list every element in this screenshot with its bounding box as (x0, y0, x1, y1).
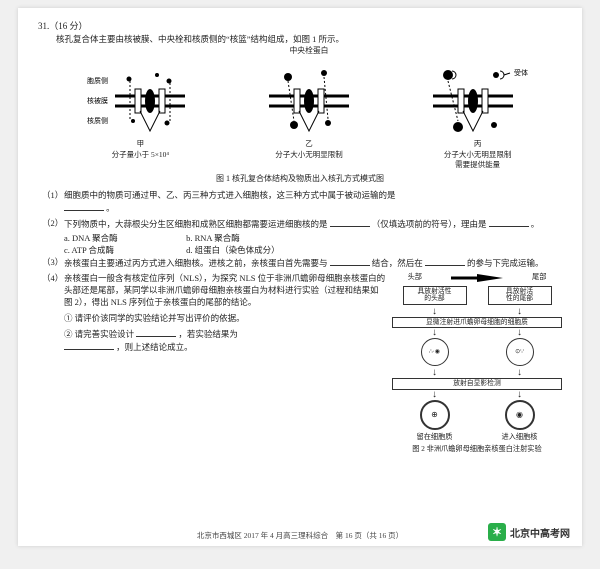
label-env: 核被膜 (87, 96, 108, 105)
opt-b: b. RNA 聚合酶 (186, 232, 306, 244)
arrow-down-icon: ↓ (432, 328, 437, 338)
part-2-num: （2） (42, 217, 64, 230)
cell-icon: ∴·◉ (421, 338, 449, 366)
cell-result-icon: ⊕ (420, 400, 450, 430)
fig2-auto: 放射自显影检测 (392, 378, 562, 389)
p4q2a: ② 请完善实验设计 (64, 329, 134, 339)
exam-page: 31.（16 分） 核孔复合体主要由核被膜、中央栓和核质侧的“核篮”结构组成，如… (18, 8, 582, 546)
label-cyto: 胞质侧 (87, 76, 108, 85)
part-1-tail: 。 (106, 203, 115, 213)
figure1-row: 胞质侧 核被膜 核质侧 甲 分子量小于 5×10⁴ (56, 61, 562, 172)
label-receptor: 受体 (514, 68, 528, 77)
p4q2b: ，若实验结果为 (178, 329, 238, 339)
part-1-text: 细胞质中的物质可通过甲、乙、丙三种方式进入细胞核，这三种方式中属于被动运输的是 (64, 190, 396, 200)
part-4-text: 亲核蛋白一般含有核定位序列（NLS），为探究 NLS 位于非洲爪蟾卵母细胞亲核蛋… (64, 272, 386, 455)
part-3-c: 的参与下完成运输。 (467, 258, 544, 268)
opt-d: d. 组蛋白（染色体成分） (186, 244, 306, 256)
fig1-a-cap: 分子量小于 5×10⁴ (75, 150, 205, 161)
fig1-b: 乙 分子大小无明显限制 (244, 61, 374, 172)
cell-icon: ⊙∵ (506, 338, 534, 366)
part-3-b: 结合，然后在 (372, 258, 423, 268)
figure1-caption: 图 1 核孔复合体结构及物质出入核孔方式模式图 (38, 173, 562, 185)
blank (64, 201, 104, 211)
figure2: 头部 尾部 具放射活性 的头部 具放射活 性的尾部 ↓ ↓ 显微注射进爪蟾卵母细胞… (392, 272, 562, 455)
arrow-down-icon: ↓ (432, 307, 437, 317)
part-4-q2: ② 请完善实验设计 ，若实验结果为 ，则上述结论成立。 (64, 327, 386, 354)
fig1-top-label: 中央栓蛋白 (56, 45, 562, 56)
fig2-inject: 显微注射进爪蟾卵母细胞的细胞质 (392, 317, 562, 328)
fig2-boxR: 具放射活 性的尾部 (488, 286, 552, 305)
blank (136, 327, 176, 337)
arrow-down-icon: ↓ (517, 307, 522, 317)
watermark-text: 北京中高考网 (510, 525, 570, 540)
part-2-tail: 。 (531, 219, 540, 229)
figure2-caption: 图 2 非洲爪蟾卵母细胞亲核蛋白注射实验 (392, 444, 562, 454)
blank (330, 256, 370, 266)
part-2-text-b: （仅填选项前的符号），理由是 (372, 219, 487, 229)
part-4-intro: 亲核蛋白一般含有核定位序列（NLS），为探究 NLS 位于非洲爪蟾卵母细胞亲核蛋… (64, 273, 385, 308)
part-2: （2） 下列物质中，大蒜根尖分生区细胞和成熟区细胞都需要运进细胞核的是 （仅填选… (42, 217, 562, 230)
blank (489, 217, 529, 227)
arrow-down-icon: ↓ (432, 390, 437, 400)
label-nuc: 核质侧 (87, 116, 108, 125)
part-4-num: （4） (42, 272, 64, 455)
question-number: 31.（16 分） (38, 20, 562, 33)
fig2-headL: 头部 (392, 272, 422, 284)
part-4-q1: ① 请评价该同学的实验结论并写出评价的依据。 (64, 312, 386, 324)
opt-a: a. DNA 聚合酶 (64, 232, 184, 244)
fig1-b-cap: 分子大小无明显限制 (244, 150, 374, 161)
part-4: （4） 亲核蛋白一般含有核定位序列（NLS），为探究 NLS 位于非洲爪蟾卵母细… (42, 272, 562, 455)
wechat-icon: ✶ (488, 523, 506, 541)
fig1-b-tag: 乙 (244, 139, 374, 150)
arrow-down-icon: ↓ (517, 390, 522, 400)
fig2-headR: 尾部 (532, 272, 562, 284)
fig2-resR: 进入细胞核 (490, 432, 550, 442)
arrow-down-icon: ↓ (432, 368, 437, 378)
part-3-a: 亲核蛋白主要通过丙方式进入细胞核。进核之前，亲核蛋白首先需要与 (64, 258, 328, 268)
part-2-options: a. DNA 聚合酶 b. RNA 聚合酶 c. ATP 合成酶 d. 组蛋白（… (64, 232, 562, 257)
question-intro: 核孔复合体主要由核被膜、中央栓和核质侧的“核篮”结构组成，如图 1 所示。 (56, 33, 562, 45)
blank (330, 217, 370, 227)
fig1-a-tag: 甲 (75, 139, 205, 150)
fig1-c-tag: 丙 (413, 139, 543, 150)
cell-result-icon: ◉ (505, 400, 535, 430)
fig2-resL: 留在细胞质 (405, 432, 465, 442)
fig1-c-cap: 分子大小无明显限制 需要提供能量 (413, 150, 543, 172)
fig2-boxL: 具放射活性 的头部 (403, 286, 467, 305)
part-1-num: （1） (42, 189, 64, 215)
p4q2c: ，则上述结论成立。 (116, 342, 193, 352)
arrow-down-icon: ↓ (517, 328, 522, 338)
watermark: ✶ 北京中高考网 (484, 521, 574, 543)
part-2-text-a: 下列物质中，大蒜根尖分生区细胞和成熟区细胞都需要运进细胞核的是 (64, 219, 328, 229)
arrow-down-icon: ↓ (517, 368, 522, 378)
blank (64, 340, 114, 350)
fig1-a: 胞质侧 核被膜 核质侧 甲 分子量小于 5×10⁴ (75, 61, 205, 172)
part-3-num: （3） (42, 256, 64, 269)
fig1-c: 受体 丙 分子大小无明显限制 需要提供能量 (413, 61, 543, 172)
blank (425, 256, 465, 266)
opt-c: c. ATP 合成酶 (64, 244, 184, 256)
part-1: （1） 细胞质中的物质可通过甲、乙、丙三种方式进入细胞核，这三种方式中属于被动运… (42, 189, 562, 215)
part-3: （3） 亲核蛋白主要通过丙方式进入细胞核。进核之前，亲核蛋白首先需要与 结合，然… (42, 256, 562, 269)
